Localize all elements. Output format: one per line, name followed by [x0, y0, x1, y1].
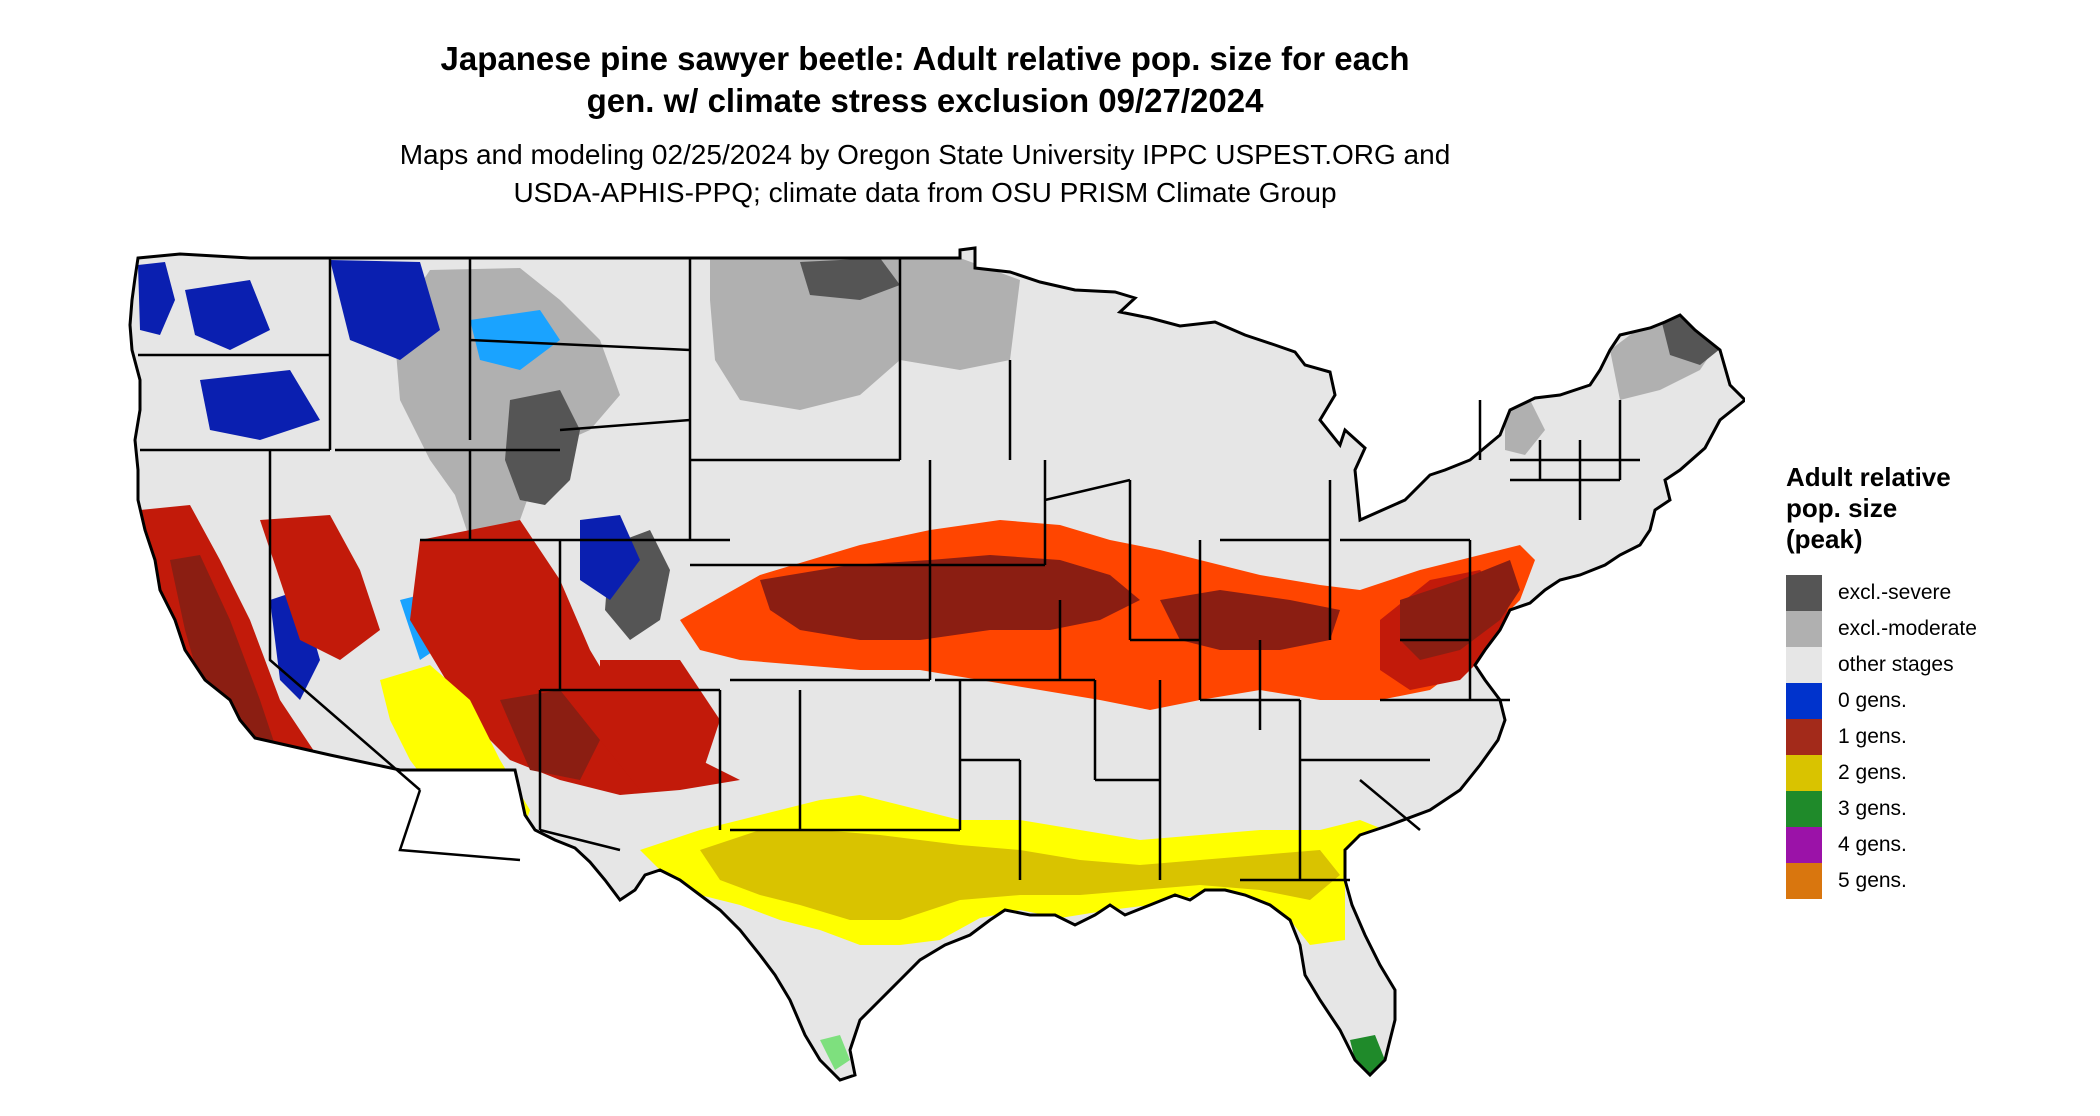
legend: Adult relative pop. size (peak) excl.-se… — [1786, 462, 2086, 899]
legend-label-3-gens: 3 gens. — [1838, 797, 1907, 820]
legend-swatch-other-stages — [1786, 647, 1822, 683]
legend-item-other-stages: other stages — [1786, 647, 2086, 683]
region-0-gens-cascades-north — [138, 262, 175, 335]
state-lines — [138, 258, 1640, 882]
legend-item-3-gens: 3 gens. — [1786, 791, 2086, 827]
region-0-gens-wyoming — [470, 310, 560, 370]
state-borders — [128, 246, 1745, 1082]
region-0-gens-washington — [185, 280, 270, 350]
legend-title-line-1: Adult relative — [1786, 462, 1951, 492]
legend-swatch-4-gens — [1786, 827, 1822, 863]
legend-label-other-stages: other stages — [1838, 653, 1954, 676]
legend-title-line-3: (peak) — [1786, 524, 1863, 554]
region-excl-severe-rockies — [505, 390, 580, 505]
legend-swatch-excl-moderate — [1786, 611, 1822, 647]
region-3-gens-south-texas — [820, 1035, 850, 1070]
region-1-gen-arizona-core — [500, 690, 600, 780]
legend-item-0-gens: 0 gens. — [1786, 683, 2086, 719]
region-excl-severe-north-dakota — [800, 258, 900, 300]
legend-swatch-0-gens — [1786, 683, 1822, 719]
region-3-gens-south-florida — [1350, 1035, 1385, 1075]
region-excl-moderate-plains — [710, 258, 1020, 410]
map-title: Japanese pine sawyer beetle: Adult relat… — [0, 38, 1850, 122]
region-excl-moderate-adirondack — [1505, 400, 1545, 455]
legend-title-line-2: pop. size — [1786, 493, 1898, 523]
legend-item-excl-severe: excl.-severe — [1786, 575, 2086, 611]
legend-label-excl-severe: excl.-severe — [1838, 581, 1952, 604]
region-excl-moderate-rockies — [395, 268, 620, 560]
legend-item-excl-moderate: excl.-moderate — [1786, 611, 2086, 647]
legend-title: Adult relative pop. size (peak) — [1786, 462, 2086, 555]
legend-label-2-gens: 2 gens. — [1838, 761, 1907, 784]
region-1-gen-new-mexico — [600, 660, 720, 790]
legend-item-1-gens: 1 gens. — [1786, 719, 2086, 755]
region-1-gen-nevada — [260, 515, 380, 660]
map-title-line-2: gen. w/ climate stress exclusion 09/27/2… — [586, 82, 1264, 119]
legend-item-2-gens: 2 gens. — [1786, 755, 2086, 791]
legend-item-5-gens: 5 gens. — [1786, 863, 2086, 899]
region-1-gen-virginia-core — [1400, 560, 1520, 660]
region-0-gens-idaho — [330, 260, 440, 360]
legend-item-4-gens: 4 gens. — [1786, 827, 2086, 863]
legend-label-5-gens: 5 gens. — [1838, 869, 1907, 892]
region-1-gen-california-valley — [170, 555, 280, 790]
legend-label-0-gens: 0 gens. — [1838, 689, 1907, 712]
region-1-gen-southwest — [410, 520, 740, 795]
legend-swatch-5-gens — [1786, 863, 1822, 899]
region-1-gen-kentucky-core — [1160, 590, 1340, 650]
legend-swatch-2-gens — [1786, 755, 1822, 791]
base-land — [130, 248, 1745, 1080]
us-map — [128, 246, 1745, 1082]
legend-swatch-1-gens — [1786, 719, 1822, 755]
legend-items: excl.-severe excl.-moderate other stages… — [1786, 575, 2086, 899]
region-1-gen-kansas-missouri-core — [760, 555, 1140, 640]
map-subtitle: Maps and modeling 02/25/2024 by Oregon S… — [0, 136, 1850, 212]
legend-label-1-gens: 1 gens. — [1838, 725, 1907, 748]
map-fill-layer — [130, 248, 1745, 1080]
legend-label-4-gens: 4 gens. — [1838, 833, 1907, 856]
map-subtitle-line-1: Maps and modeling 02/25/2024 by Oregon S… — [399, 139, 1451, 170]
legend-label-excl-moderate: excl.-moderate — [1838, 617, 1977, 640]
map-subtitle-line-2: USDA-APHIS-PPQ; climate data from OSU PR… — [513, 177, 1337, 208]
map-title-line-1: Japanese pine sawyer beetle: Adult relat… — [440, 40, 1410, 77]
legend-swatch-excl-severe — [1786, 575, 1822, 611]
region-0-gens-colorado — [580, 515, 640, 600]
legend-swatch-3-gens — [1786, 791, 1822, 827]
region-0-gens-oregon — [200, 370, 320, 440]
